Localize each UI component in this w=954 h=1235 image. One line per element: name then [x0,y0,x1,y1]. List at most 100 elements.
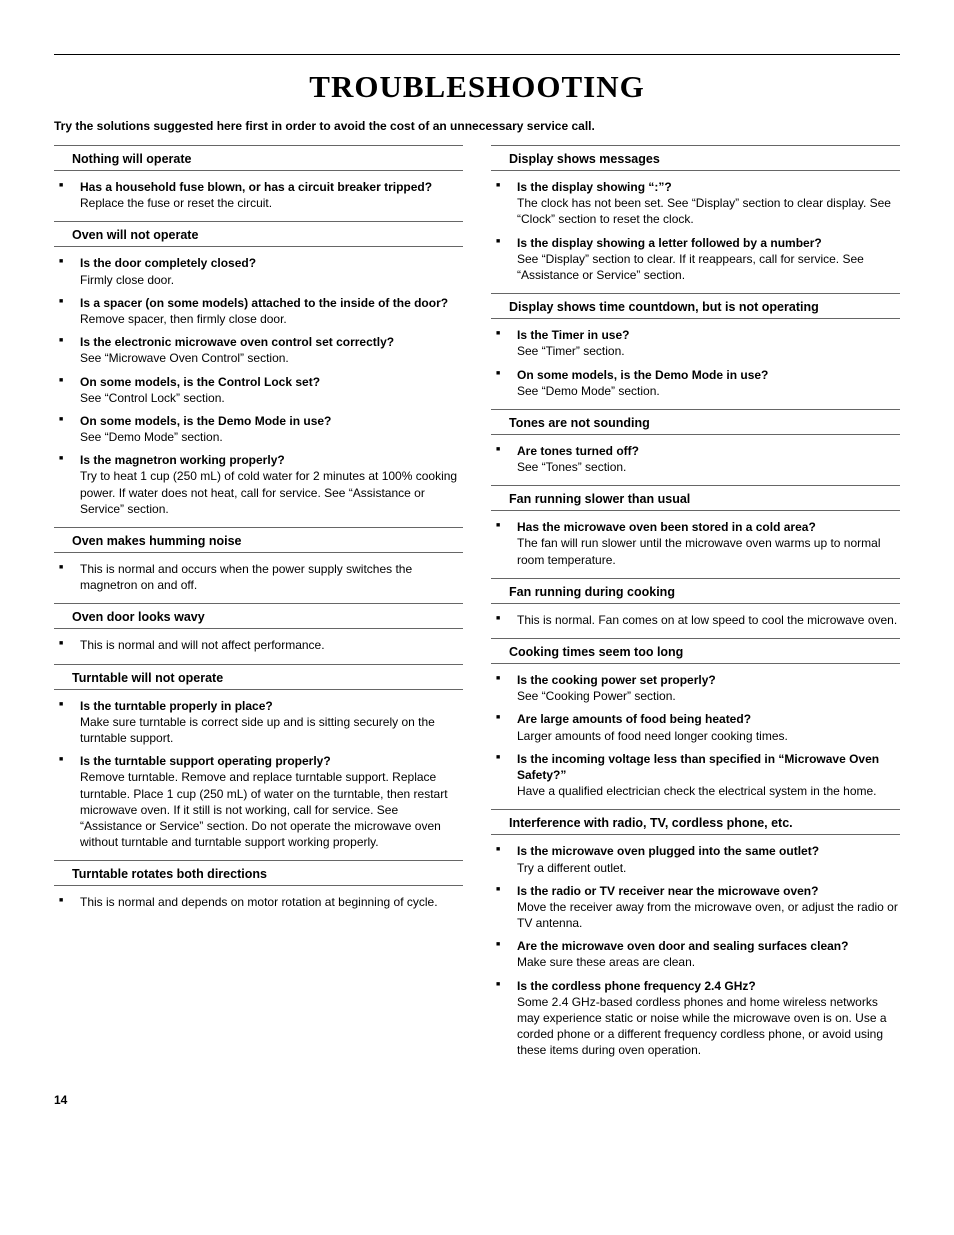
item-list: This is normal and depends on motor rota… [54,894,463,910]
list-item: Is the cooking power set properly? See “C… [491,672,900,704]
section-rule [491,293,900,294]
item-question: Is the magnetron working properly? [80,453,285,467]
item-list: This is normal and occurs when the power… [54,561,463,593]
item-list: Is the turntable properly in place? Make … [54,698,463,851]
section-rule [54,527,463,528]
item-list: Has a household fuse blown, or has a cir… [54,179,463,211]
troubleshoot-section: Oven makes humming noise This is normal a… [54,527,463,593]
troubleshoot-section: Fan running during cooking This is normal… [491,578,900,628]
list-item: This is normal. Fan comes on at low spee… [491,612,900,628]
item-answer: See “Cooking Power” section. [517,689,676,703]
item-answer: Try to heat 1 cup (250 mL) of cold water… [80,469,457,515]
list-item: Is the radio or TV receiver near the mic… [491,883,900,932]
section-rule [491,809,900,810]
section-heading: Oven door looks wavy [54,606,463,629]
section-heading: Display shows messages [491,148,900,171]
list-item: Is the incoming voltage less than specif… [491,751,900,800]
item-answer: Make sure these areas are clean. [517,955,695,969]
item-question: Is the turntable support operating prope… [80,754,331,768]
section-heading: Cooking times seem too long [491,641,900,664]
item-question: Is the turntable properly in place? [80,699,273,713]
troubleshoot-section: Display shows messages Is the display sho… [491,145,900,283]
item-answer: The clock has not been set. See “Display… [517,196,891,226]
item-answer: The fan will run slower until the microw… [517,536,880,566]
list-item: Is the microwave oven plugged into the s… [491,843,900,875]
troubleshoot-section: Turntable will not operateIs the turntab… [54,664,463,851]
top-rule [54,54,900,55]
section-rule [491,145,900,146]
list-item: On some models, is the Control Lock set?… [54,374,463,406]
list-item: Is the magnetron working properly? Try to… [54,452,463,517]
item-answer: Remove turntable. Remove and replace tur… [80,770,448,849]
item-question: Is the electronic microwave oven control… [80,335,394,349]
list-item: Is the electronic microwave oven control… [54,334,463,366]
right-column: Display shows messages Is the display sho… [491,145,900,1069]
list-item: Is a spacer (on some models) attached to… [54,295,463,327]
item-question: On some models, is the Control Lock set? [80,375,320,389]
intro-text: Try the solutions suggested here first i… [54,119,900,133]
item-question: Is the radio or TV receiver near the mic… [517,884,818,898]
list-item: On some models, is the Demo Mode in use?… [54,413,463,445]
section-rule [491,638,900,639]
item-answer: Replace the fuse or reset the circuit. [80,196,272,210]
item-question: Are large amounts of food being heated? [517,712,751,726]
list-item: Is the turntable support operating prope… [54,753,463,850]
list-item: Has a household fuse blown, or has a cir… [54,179,463,211]
section-rule [54,860,463,861]
item-question: Is the display showing “:”? [517,180,672,194]
troubleshoot-section: Cooking times seem too long Is the cookin… [491,638,900,799]
item-answer: Larger amounts of food need longer cooki… [517,729,788,743]
page-title: TROUBLESHOOTING [54,69,900,105]
list-item: Has the microwave oven been stored in a … [491,519,900,568]
troubleshoot-section: Interference with radio, TV, cordless ph… [491,809,900,1058]
section-rule [54,603,463,604]
list-item: Is the turntable properly in place? Make … [54,698,463,747]
item-question: Are tones turned off? [517,444,639,458]
item-answer: See “Timer” section. [517,344,625,358]
item-list: Is the door completely closed?Firmly clo… [54,255,463,517]
item-answer: Make sure turntable is correct side up a… [80,715,435,745]
item-answer: Firmly close door. [80,273,174,287]
section-rule [54,221,463,222]
item-answer: See “Tones” section. [517,460,626,474]
item-answer: Move the receiver away from the microwav… [517,900,898,930]
list-item: Are the microwave oven door and sealing … [491,938,900,970]
item-question: Is the incoming voltage less than specif… [517,752,879,782]
item-list: Are tones turned off? See “Tones” section… [491,443,900,475]
section-heading: Display shows time countdown, but is not… [491,296,900,319]
section-heading: Oven makes humming noise [54,530,463,553]
section-rule [54,145,463,146]
section-heading: Interference with radio, TV, cordless ph… [491,812,900,835]
item-list: Is the microwave oven plugged into the s… [491,843,900,1058]
section-heading: Turntable rotates both directions [54,863,463,886]
item-question: On some models, is the Demo Mode in use? [517,368,768,382]
item-question: Is a spacer (on some models) attached to… [80,296,448,310]
section-rule [491,578,900,579]
item-question: Is the microwave oven plugged into the s… [517,844,819,858]
list-item: Is the display showing a letter followed… [491,235,900,284]
item-answer: This is normal and occurs when the power… [80,562,412,592]
section-heading: Fan running during cooking [491,581,900,604]
item-question: Is the cooking power set properly? [517,673,716,687]
page-number: 14 [54,1093,900,1107]
item-answer: This is normal. Fan comes on at low spee… [517,613,897,627]
item-answer: See “Control Lock” section. [80,391,225,405]
troubleshoot-section: Oven door looks wavyThis is normal and w… [54,603,463,653]
list-item: Are tones turned off? See “Tones” section… [491,443,900,475]
troubleshoot-section: Turntable rotates both directions This is… [54,860,463,910]
troubleshoot-section: Oven will not operate Is the door complet… [54,221,463,517]
item-list: Has the microwave oven been stored in a … [491,519,900,568]
item-question: Has the microwave oven been stored in a … [517,520,816,534]
item-answer: Remove spacer, then firmly close door. [80,312,287,326]
list-item: Is the door completely closed?Firmly clo… [54,255,463,287]
item-answer: See “Demo Mode” section. [80,430,223,444]
troubleshoot-section: Tones are not sounding Are tones turned o… [491,409,900,475]
item-answer: Some 2.4 GHz-based cordless phones and h… [517,995,887,1058]
section-heading: Oven will not operate [54,224,463,247]
section-heading: Fan running slower than usual [491,488,900,511]
list-item: This is normal and depends on motor rota… [54,894,463,910]
section-heading: Tones are not sounding [491,412,900,435]
section-rule [491,409,900,410]
item-answer: See “Microwave Oven Control” section. [80,351,289,365]
item-answer: See “Display” section to clear. If it re… [517,252,864,282]
